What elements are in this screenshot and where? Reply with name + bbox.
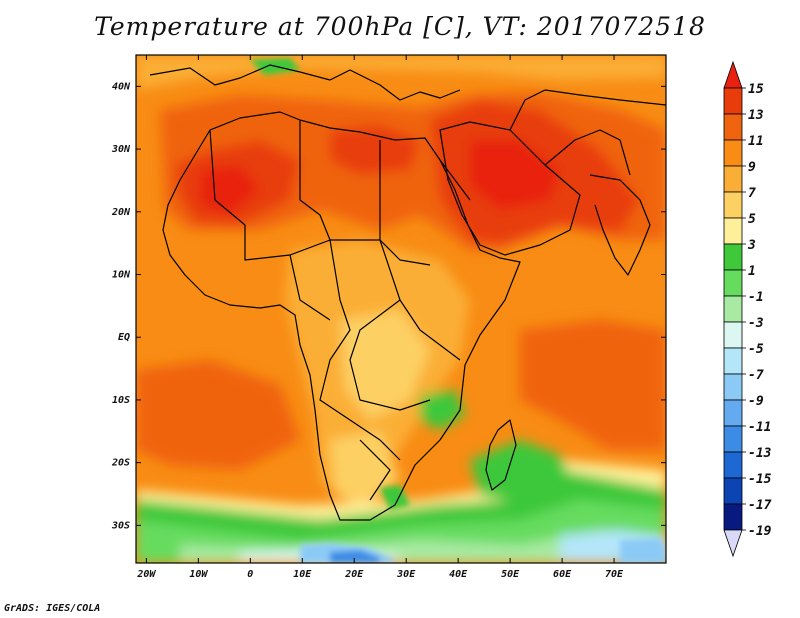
lat-tick-label: EQ <box>118 332 130 343</box>
colorbar-label: 9 <box>748 160 756 175</box>
colorbar-swatch <box>723 191 743 219</box>
colorbar-label: 1 <box>748 264 756 279</box>
colorbar-label: -1 <box>748 290 764 305</box>
colorbar-swatch <box>723 529 743 558</box>
colorbar-label: 5 <box>748 212 756 227</box>
colorbar-label: -17 <box>748 498 772 513</box>
colorbar-swatch <box>723 399 743 427</box>
lon-tick-label: 50E <box>501 569 520 580</box>
temperature-field <box>136 55 666 563</box>
colorbar-label: 7 <box>748 186 756 201</box>
colorbar-swatch <box>723 295 743 323</box>
colorbar-swatch <box>723 503 743 531</box>
colorbar-label: -5 <box>748 342 764 357</box>
colorbar-label: -15 <box>748 472 772 487</box>
colorbar-swatch <box>723 425 743 453</box>
colorbar-swatch <box>723 477 743 505</box>
map-frame <box>135 54 667 564</box>
colorbar-swatch <box>723 60 743 89</box>
colorbar-label: -13 <box>748 446 772 461</box>
lon-tick-label: 70E <box>605 569 624 580</box>
lon-tick-label: 30E <box>396 569 416 580</box>
colorbar-swatch <box>723 373 743 401</box>
colorbar: 15 13 11 9 7 5 3 1 -1 -3 -5 -7 -9 -11 -13 -15 -17 -19 <box>723 60 772 558</box>
colorbar-label: 3 <box>747 238 756 253</box>
lat-tick-label: 20N <box>111 207 131 218</box>
latitude-ticks: 40N 30N 20N 10N EQ 10S 20S 30S <box>111 81 666 531</box>
colorbar-label: -9 <box>748 394 764 409</box>
colorbar-swatch <box>723 243 743 271</box>
grads-credit: GrADS: IGES/COLA <box>4 603 101 614</box>
colorbar-label: 11 <box>748 134 764 149</box>
colorbar-swatch <box>723 165 743 193</box>
lat-tick-label: 10N <box>112 270 131 281</box>
map-title: Temperature at 700hPa [C], VT: 201707251… <box>94 12 706 41</box>
lat-tick-label: 30S <box>111 520 130 531</box>
colorbar-swatch <box>723 87 743 115</box>
colorbar-label: 13 <box>748 108 764 123</box>
lon-tick-label: 20E <box>344 569 364 580</box>
colorbar-swatch <box>723 139 743 167</box>
lon-tick-label: 0 <box>247 569 253 580</box>
lat-tick-label: 20S <box>111 458 130 469</box>
colorbar-label: -11 <box>748 420 771 435</box>
colorbar-label: -7 <box>748 368 764 383</box>
colorbar-swatch <box>723 269 743 297</box>
colorbar-swatch <box>723 347 743 375</box>
lat-tick-label: 30N <box>111 144 131 155</box>
lat-tick-label: 10S <box>112 395 130 406</box>
colorbar-swatch <box>723 321 743 349</box>
lon-tick-label: 60E <box>553 569 572 580</box>
colorbar-label: -19 <box>748 524 772 539</box>
colorbar-swatch <box>723 451 743 479</box>
lat-tick-label: 40N <box>112 81 131 92</box>
lon-tick-label: 10E <box>293 569 312 580</box>
lon-tick-label: 40E <box>449 569 468 580</box>
coastlines <box>149 64 666 521</box>
colorbar-swatch <box>723 217 743 245</box>
longitude-ticks: 20W 10W 0 10E 20E 30E 40E 50E 60E 70E <box>136 55 624 580</box>
lon-tick-label: 20W <box>136 569 156 580</box>
colorbar-label: -3 <box>748 316 764 331</box>
colorbar-label: 15 <box>748 82 764 97</box>
colorbar-swatch <box>723 113 743 141</box>
lon-tick-label: 10W <box>189 569 208 580</box>
